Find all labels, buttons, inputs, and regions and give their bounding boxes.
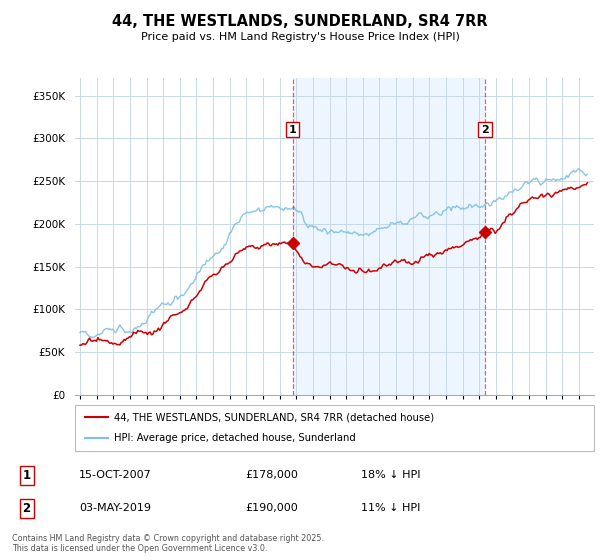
Text: 11% ↓ HPI: 11% ↓ HPI: [361, 503, 421, 514]
Text: 44, THE WESTLANDS, SUNDERLAND, SR4 7RR (detached house): 44, THE WESTLANDS, SUNDERLAND, SR4 7RR (…: [114, 412, 434, 422]
Text: 15-OCT-2007: 15-OCT-2007: [79, 470, 152, 480]
Text: 44, THE WESTLANDS, SUNDERLAND, SR4 7RR: 44, THE WESTLANDS, SUNDERLAND, SR4 7RR: [112, 14, 488, 29]
Text: 18% ↓ HPI: 18% ↓ HPI: [361, 470, 421, 480]
Text: 1: 1: [289, 125, 296, 135]
Text: Contains HM Land Registry data © Crown copyright and database right 2025.
This d: Contains HM Land Registry data © Crown c…: [12, 534, 324, 553]
Text: 1: 1: [22, 469, 31, 482]
Text: 03-MAY-2019: 03-MAY-2019: [79, 503, 151, 514]
Text: Price paid vs. HM Land Registry's House Price Index (HPI): Price paid vs. HM Land Registry's House …: [140, 32, 460, 42]
Text: 2: 2: [22, 502, 31, 515]
Text: £190,000: £190,000: [245, 503, 298, 514]
Text: HPI: Average price, detached house, Sunderland: HPI: Average price, detached house, Sund…: [114, 433, 356, 444]
Text: £178,000: £178,000: [245, 470, 298, 480]
Bar: [293, 78, 485, 395]
Text: 2: 2: [481, 125, 489, 135]
